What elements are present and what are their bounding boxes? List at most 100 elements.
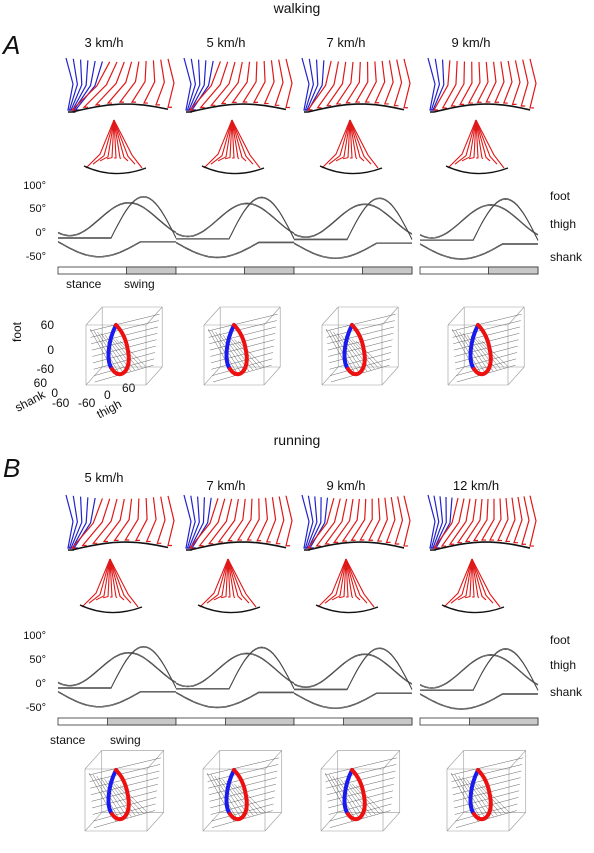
panel-letter-b: B [3,453,21,483]
walking-1-mesh-line [112,337,139,370]
walking-4-mesh-line [454,345,518,364]
walking-3-trace [293,203,413,238]
running-4-stick [513,496,523,544]
running-3-trace [293,654,413,688]
axis3d-thigh-tick-0: 0 [104,388,111,402]
running-3-stick [403,495,411,547]
running-2-cube-edge [264,812,282,832]
running-2-mesh-line [237,785,266,813]
running-3-stick [315,498,341,547]
walking-3-mesh-line [348,337,375,370]
running-ytick-0: 0° [35,678,46,690]
walking-1-mesh-line [108,336,135,371]
walking-1-mesh-line [119,340,147,367]
running-3-trace [293,653,413,688]
running-1-trace [58,646,177,689]
running-2-stick [275,496,285,545]
walking-ytick-100: 100° [23,180,46,192]
running-4-swing-bar [469,717,539,726]
walking-3-foot-stick [349,119,353,159]
walking-2-foot-stick [203,119,233,169]
running-1-stick [113,498,133,541]
walking-1-stick [167,58,175,108]
running-1-mesh-line [100,777,128,819]
running-3-stick [385,497,396,543]
walking-1-stick [70,61,111,111]
walking-2-stick [274,59,284,106]
walking-1-foot-stick [85,119,115,169]
walking-2-foot-stick [231,119,240,160]
running-ytick-100: 100° [23,630,46,642]
running-4-mesh-line [474,782,502,815]
running-3-foot-stick [345,558,354,599]
running-4-mesh-line [454,790,520,809]
running-3-stick [359,498,373,541]
walking-3-foot-path [319,165,383,175]
running-3-stick [394,496,404,545]
running-1-cube-edge [146,812,164,832]
running-2-mesh-line [226,780,254,816]
running-2-stick [256,497,269,542]
walking-1-cube-edge [85,366,103,386]
running-2-foot-stick [220,558,229,599]
running-3-trace [293,692,412,709]
walking-2-trace [175,202,295,237]
walking-ytick-50: 50° [29,203,46,215]
walking-3-foot-stick [342,119,351,160]
walking-speed-2: 5 km/h [206,35,246,50]
walking-1-stick [155,59,165,106]
walking-4-cube-edge [447,306,465,326]
running-4-stick [480,498,495,541]
running-ytick-50: 50° [29,654,46,666]
running-speed-1: 5 km/h [84,470,124,485]
running-1-stick [156,496,166,544]
running-4-loop-stance [468,768,480,816]
running-4-cube-edge [508,750,526,770]
running-1-stick [145,497,157,543]
walking-4-mesh-line [451,313,522,332]
walking-1-mesh-line [94,358,155,376]
running-1-loop-swing [110,768,131,822]
running-1-foot-stick [109,558,113,598]
walking-4-mesh-line [456,358,517,376]
walking-1-mesh-line [93,352,156,370]
walking-2-trace [175,242,294,259]
walking-1-toe-path [68,103,169,113]
walking-1-trace [57,201,177,236]
running-3-mesh-line [328,797,393,815]
running-1-foot-stick [109,558,132,604]
running-2-cube-edge [202,750,220,770]
running-4-stick [440,498,465,547]
walking-1-swing-bar [126,266,177,275]
running-label-swing: swing [110,733,141,747]
running-4-loop-swing [472,768,493,822]
walking-4-mesh-line [470,336,497,371]
running-1-cube-edge [84,812,102,832]
walking-label-stance: stance [66,277,102,291]
walking-1-trace [58,195,177,238]
running-2-swing-bar [225,717,295,726]
walking-3-cube-edge [321,366,339,386]
walking-3-toe-path [304,103,405,113]
running-4-trace [420,649,539,691]
running-4-mesh-line [454,797,519,815]
running-3-stick [341,498,360,542]
walking-2-stick [263,60,275,105]
running-2-mesh-line [230,782,258,815]
walking-3-mesh-line [355,340,383,367]
walking-3-stick [354,61,369,103]
walking-4-foot-stick [454,119,477,165]
walking-2-stick [285,58,293,109]
running-1-stick [70,498,103,549]
walking-3-foot-stick [349,119,372,165]
running-3-foot-path [315,604,379,614]
running-2-mesh-line [218,777,246,819]
walking-2-foot-stick [231,119,261,169]
running-3-loop-stance [342,768,354,816]
running-4-stick [529,495,537,547]
walking-3-cube-edge [381,366,399,386]
running-2-loop-stance [224,768,236,816]
walking-4-mesh-line [463,333,490,373]
running-1-mesh-line [93,803,156,822]
running-2-trace [175,652,295,687]
